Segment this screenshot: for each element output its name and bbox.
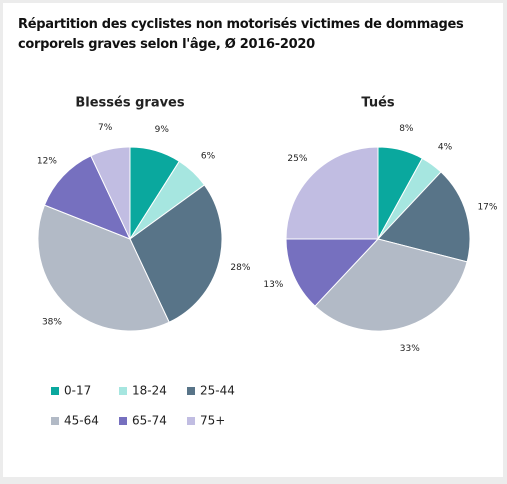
data-label: 28% [230,263,250,273]
legend-swatch [187,417,195,425]
pie-slice [377,171,471,263]
legend-label: 18-24 [132,384,167,398]
data-label: 33% [400,344,420,354]
legend-label: 75+ [200,414,225,428]
data-label: 17% [477,203,497,213]
data-label: 4% [438,142,453,152]
legend-swatch [187,387,195,395]
legend-swatch [51,417,59,425]
legend-label: 65-74 [132,414,167,428]
pie-slice [37,204,170,332]
pie-title: Blessés graves [75,96,185,111]
pie-slice [43,155,131,240]
chart-frame: Répartition des cyclistes non motorisés … [3,3,503,477]
legend-swatch [119,417,127,425]
chart-title: Répartition des cyclistes non motorisés … [18,17,464,52]
data-label: 9% [155,125,170,135]
pie-slice [285,238,380,307]
data-label: 8% [399,124,414,134]
data-label: 7% [98,123,113,133]
pie-slice [285,146,379,240]
legend-label: 45-64 [64,414,99,428]
data-label: 6% [201,151,216,161]
chart: Blessés graves 9% 6% 28% 38% 12% 7% Tués 8% 4% 17%… [37,96,498,428]
data-label: 12% [37,156,57,166]
legend-label: 0-17 [64,384,91,398]
pie-slice [129,184,223,323]
legend-label: 25-44 [200,384,235,398]
legend-swatch [51,387,59,395]
pie-slice [90,146,131,240]
data-label: 38% [42,318,62,328]
data-label: 13% [263,280,283,290]
legend-swatch [119,387,127,395]
data-label: 25% [287,154,307,164]
pie-title: Tués [361,96,395,111]
pie-slice [314,238,468,332]
